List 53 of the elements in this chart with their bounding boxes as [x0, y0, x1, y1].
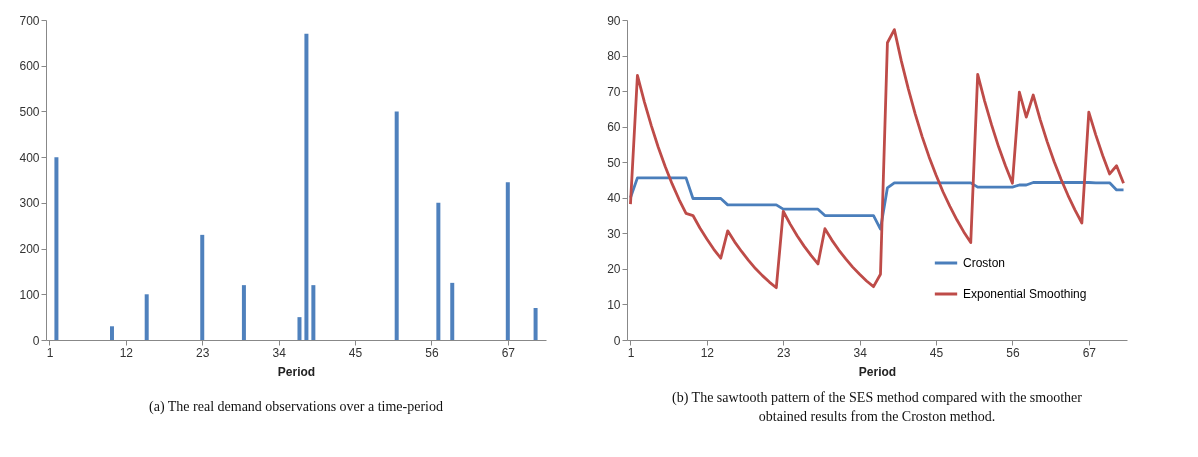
bar [54, 157, 59, 340]
y-tick-label: 70 [607, 84, 621, 99]
bar [144, 294, 149, 340]
y-tick-label: 50 [607, 155, 621, 170]
bar [311, 285, 316, 340]
bar [436, 202, 441, 340]
x-tick-label: 45 [348, 345, 363, 360]
bar [241, 285, 246, 340]
bar [450, 282, 455, 340]
x-tick-label: 34 [853, 345, 868, 360]
bar [200, 234, 205, 340]
x-tick-label: 56 [425, 345, 439, 360]
y-tick-label: 0 [613, 333, 621, 348]
y-tick-label: 80 [607, 49, 621, 64]
y-tick-label: 0 [32, 333, 40, 348]
y-tick-label: 60 [607, 120, 621, 135]
text: (b) The sawtooth pattern of the SES method compared with the smoother obtained results from the Croston method. [672, 390, 1083, 424]
y-tick-label: 20 [607, 262, 621, 277]
y-tick-label: 40 [607, 191, 621, 206]
line-series [629, 28, 1125, 290]
x-tick-label: 12 [119, 345, 134, 360]
x-tick-label: 1 [627, 345, 635, 360]
bar [297, 317, 302, 340]
x-tick-label: 23 [196, 345, 210, 360]
legend-label: Exponential Smoothing [963, 287, 1087, 301]
line-series [629, 176, 1125, 231]
y-tick-label: 700 [19, 13, 40, 28]
bar [394, 111, 399, 340]
bar [533, 308, 538, 340]
x-tick-label: 45 [929, 345, 944, 360]
y-tick-label: 90 [607, 13, 621, 28]
x-axis-title: Period [858, 364, 897, 379]
y-tick-label: 10 [607, 297, 621, 312]
y-tick-label: 100 [19, 287, 40, 302]
y-tick-label: 500 [19, 104, 40, 119]
bar [109, 326, 114, 340]
legend-label: Croston [963, 256, 1006, 270]
x-tick-label: 67 [501, 345, 516, 360]
y-tick-label: 600 [19, 59, 40, 74]
bar [304, 33, 309, 340]
x-tick-label: 67 [1082, 345, 1097, 360]
text: (a) The real demand observations over a time-period [148, 399, 444, 415]
x-axis-title: Period [277, 364, 316, 379]
y-tick-label: 400 [19, 150, 40, 165]
x-tick-label: 34 [272, 345, 287, 360]
y-tick-label: 200 [19, 242, 40, 257]
x-tick-label: 23 [777, 345, 791, 360]
x-tick-label: 1 [46, 345, 54, 360]
x-tick-label: 56 [1006, 345, 1020, 360]
bar [505, 182, 510, 340]
y-tick-label: 300 [19, 196, 40, 211]
y-tick-label: 30 [607, 226, 621, 241]
x-tick-label: 12 [700, 345, 715, 360]
